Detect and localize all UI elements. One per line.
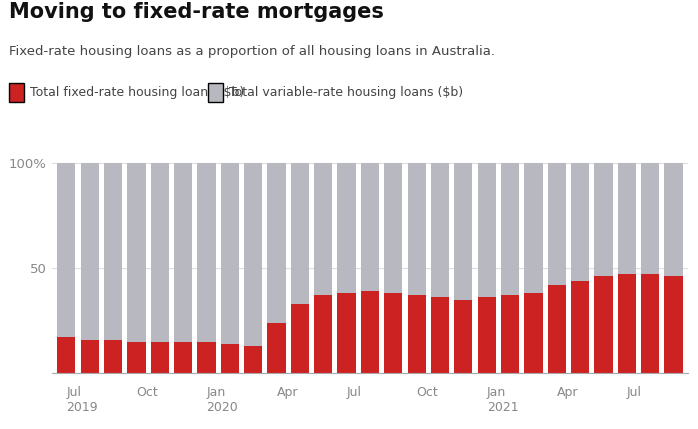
Bar xyxy=(477,297,496,373)
Bar xyxy=(174,341,192,373)
Bar xyxy=(454,299,473,373)
Text: Jul
2019: Jul 2019 xyxy=(66,386,98,414)
Bar xyxy=(291,304,309,373)
Text: Jan
2021: Jan 2021 xyxy=(487,386,519,414)
Text: Total fixed-rate housing loans ($b): Total fixed-rate housing loans ($b) xyxy=(30,86,244,99)
Bar xyxy=(57,163,75,338)
Bar xyxy=(595,276,613,373)
Bar xyxy=(221,163,239,344)
Text: Fixed-rate housing loans as a proportion of all housing loans in Australia.: Fixed-rate housing loans as a proportion… xyxy=(9,45,495,58)
Bar xyxy=(267,323,285,373)
Bar xyxy=(127,163,145,341)
Bar xyxy=(221,344,239,373)
Text: Oct: Oct xyxy=(136,386,158,399)
Bar xyxy=(127,341,145,373)
Text: Moving to fixed-rate mortgages: Moving to fixed-rate mortgages xyxy=(9,2,384,22)
Bar xyxy=(664,163,683,276)
Bar xyxy=(571,281,589,373)
Bar xyxy=(198,341,216,373)
Bar xyxy=(104,163,122,339)
Bar xyxy=(431,163,449,297)
Bar xyxy=(408,163,426,295)
Bar xyxy=(618,163,636,274)
Bar xyxy=(454,163,473,299)
Bar xyxy=(408,295,426,373)
Bar xyxy=(314,295,332,373)
Bar xyxy=(361,291,379,373)
Bar xyxy=(501,295,519,373)
Text: Jan
2020: Jan 2020 xyxy=(207,386,238,414)
Text: Oct: Oct xyxy=(417,386,438,399)
Bar xyxy=(548,285,566,373)
Bar xyxy=(501,163,519,295)
Bar xyxy=(337,163,356,293)
Bar xyxy=(384,293,403,373)
Bar xyxy=(151,341,169,373)
Bar xyxy=(477,163,496,297)
Bar xyxy=(384,163,403,293)
Text: Jul: Jul xyxy=(347,386,362,399)
Bar xyxy=(664,276,683,373)
Text: Apr: Apr xyxy=(276,386,298,399)
Bar xyxy=(80,163,99,339)
Bar xyxy=(267,163,285,323)
Bar xyxy=(198,163,216,341)
Bar xyxy=(571,163,589,281)
Bar xyxy=(314,163,332,295)
Bar xyxy=(104,339,122,373)
Text: Total variable-rate housing loans ($b): Total variable-rate housing loans ($b) xyxy=(229,86,463,99)
Bar xyxy=(595,163,613,276)
Bar xyxy=(244,346,262,373)
Bar xyxy=(431,297,449,373)
Bar xyxy=(548,163,566,285)
Bar xyxy=(618,274,636,373)
Bar xyxy=(524,163,542,293)
Bar xyxy=(151,163,169,341)
Bar xyxy=(174,163,192,341)
Bar xyxy=(57,338,75,373)
Bar xyxy=(361,163,379,291)
Bar xyxy=(641,163,660,274)
Bar xyxy=(524,293,542,373)
Bar xyxy=(337,293,356,373)
Bar xyxy=(244,163,262,346)
Bar xyxy=(291,163,309,304)
Text: Jul: Jul xyxy=(627,386,642,399)
Bar xyxy=(80,339,99,373)
Bar xyxy=(641,274,660,373)
Text: Apr: Apr xyxy=(557,386,578,399)
